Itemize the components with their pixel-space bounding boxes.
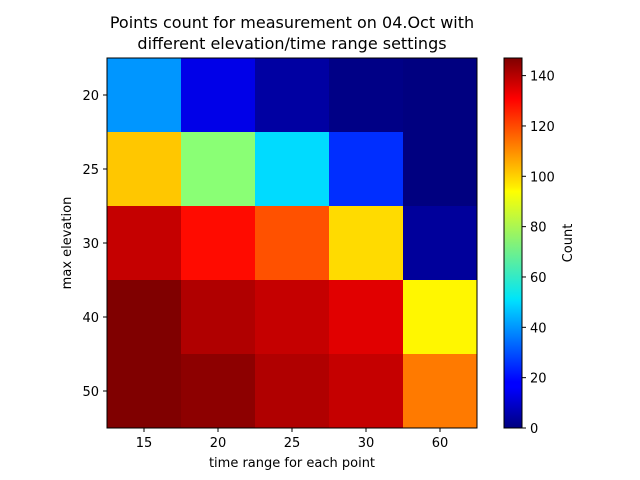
heatmap-cell	[329, 58, 404, 133]
colorbar	[503, 57, 523, 429]
heatmap-cell	[403, 58, 478, 133]
colorbar-tick-label: 60	[530, 271, 547, 286]
colorbar-tick-label: 20	[530, 372, 547, 387]
heatmap-cell	[255, 280, 330, 355]
x-tick-label: 20	[210, 436, 227, 451]
heatmap-cell	[403, 206, 478, 281]
x-axis-label: time range for each point	[209, 456, 375, 471]
colorbar-tick-label: 40	[530, 321, 547, 336]
colorbar-tick-label: 80	[530, 221, 547, 236]
colorbar-ticks: 0 20 40 60 80 100 120 140	[522, 70, 555, 437]
heatmap-cell	[329, 354, 404, 429]
y-axis-ticks: 20 25 30 40 50	[82, 89, 107, 400]
heatmap-cell	[329, 280, 404, 355]
heatmap-cell	[181, 206, 256, 281]
x-tick-label: 25	[284, 436, 301, 451]
heatmap-cell	[255, 206, 330, 281]
heatmap-cell	[255, 354, 330, 429]
x-axis-ticks: 15 20 25 30 60	[136, 428, 449, 451]
y-tick-label: 20	[82, 89, 99, 104]
y-tick-label: 25	[82, 163, 99, 178]
heatmap-cell	[181, 354, 256, 429]
y-tick-label: 40	[82, 311, 99, 326]
colorbar-tick-label: 120	[530, 120, 555, 135]
x-tick-label: 30	[358, 436, 375, 451]
y-tick-label: 30	[82, 237, 99, 252]
heatmap-cell	[107, 206, 182, 281]
x-tick-label: 60	[432, 436, 449, 451]
heatmap-cell	[181, 280, 256, 355]
heatmap-cell	[329, 206, 404, 281]
colorbar-label: Count	[561, 224, 576, 263]
x-tick-label: 15	[136, 436, 153, 451]
heatmap-cell	[255, 132, 330, 207]
heatmap-cells	[107, 58, 478, 429]
heatmap-cell	[403, 354, 478, 429]
chart-title-line1: Points count for measurement on 04.Oct w…	[110, 13, 474, 32]
y-axis-label: max elevation	[60, 197, 75, 290]
heatmap-cell	[181, 132, 256, 207]
colorbar-tick-label: 100	[530, 170, 555, 185]
heatmap-cell	[329, 132, 404, 207]
colorbar-tick-label: 0	[530, 422, 538, 437]
colorbar-tick-label: 140	[530, 70, 555, 85]
heatmap-cell	[255, 58, 330, 133]
heatmap-cell	[403, 280, 478, 355]
heatmap-cell	[107, 58, 182, 133]
heatmap-cell	[107, 354, 182, 429]
heatmap-cell	[107, 132, 182, 207]
heatmap-cell	[181, 58, 256, 133]
heatmap-cell	[403, 132, 478, 207]
heatmap-cell	[107, 280, 182, 355]
chart-title-line2: different elevation/time range settings	[137, 34, 446, 53]
y-tick-label: 50	[82, 385, 99, 400]
